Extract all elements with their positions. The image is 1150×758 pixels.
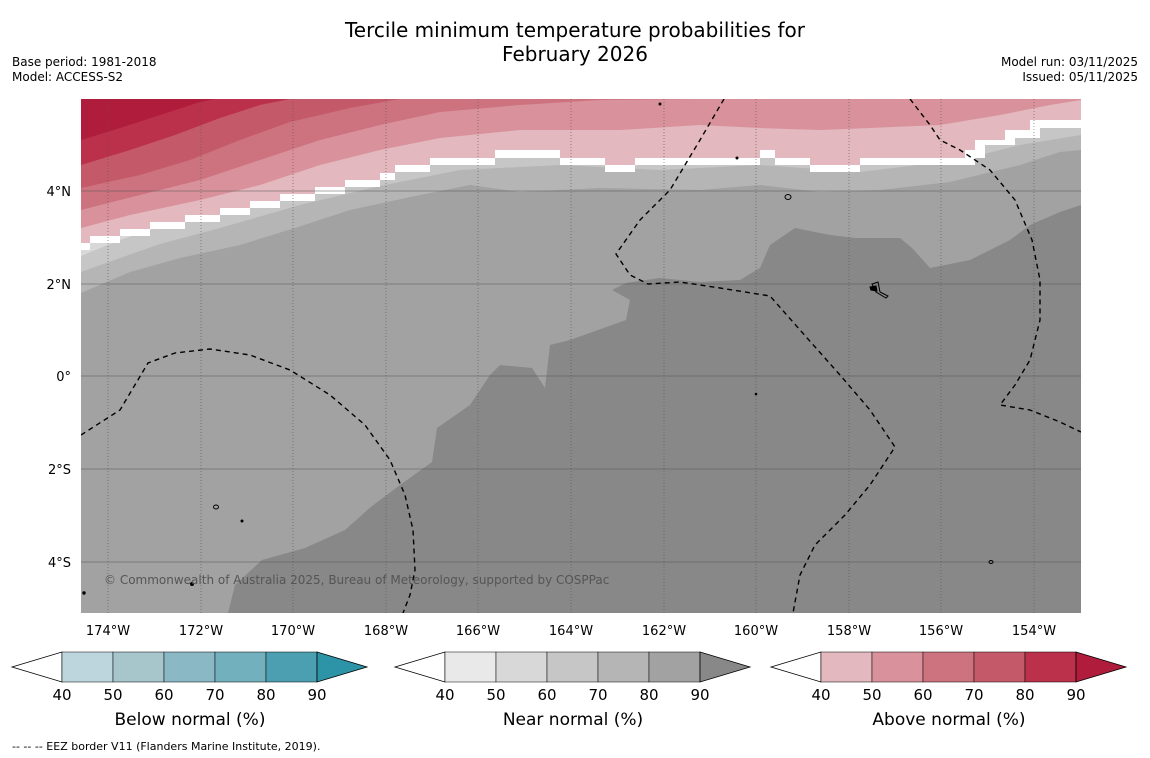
eez-border-west [81,348,416,613]
footnote: -- -- -- EEZ border V11 (Flanders Marine… [12,740,321,753]
colorbar-min-extend [10,651,63,683]
lon-label: 154°W [1012,624,1056,639]
colorbar-max-extend [699,651,752,683]
island-outline [240,519,244,523]
eez-border-east [909,99,1081,433]
eez-borders [81,99,1081,613]
issued-date: Issued: 05/11/2025 [1022,70,1138,84]
colorbar-tick-label: 70 [964,686,983,704]
colorbar-segment [597,651,650,683]
colorbar-tick-label: 80 [1015,686,1034,704]
island-outline [658,102,662,106]
colorbar-tick-label: 90 [1066,686,1085,704]
colorbar-max-extend [316,651,369,683]
colorbar-min-extend [769,651,822,683]
colorbar-tick-label: 80 [256,686,275,704]
colorbar-tick-label: 40 [811,686,830,704]
colorbar-segment [973,651,1026,683]
island-outline [190,582,194,586]
base-period: Base period: 1981-2018 [12,55,157,69]
colorbar-tick-label: 70 [205,686,224,704]
above-normal-90-band [81,99,215,140]
colorbar-segment [214,651,267,683]
lon-label: 164°W [549,624,593,639]
colorbar-above: 40 50 60 70 80 90 [769,651,1128,704]
lat-label: 4°S [48,556,71,571]
island-outline [784,194,792,200]
eez-border-central [615,99,896,613]
meta-right: Model run: 03/11/2025 Issued: 05/11/2025 [1001,55,1138,85]
lon-label: 166°W [456,624,500,639]
lat-axis-labels: 4°N 2°N 0° 2°S 4°S [47,185,72,571]
island-outline [754,392,758,396]
lon-label: 156°W [919,624,963,639]
island-outline [735,156,739,160]
colorbar-near-label: Near normal (%) [502,710,644,730]
lat-label: 0° [56,370,71,385]
colorbar-tick-label: 90 [690,686,709,704]
colorbar-tick-label: 60 [537,686,556,704]
colorbar-tick-label: 60 [913,686,932,704]
colorbar-segment [1024,651,1077,683]
colorbar-segment [61,651,114,683]
colorbar-tick-label: 60 [154,686,173,704]
meta-left: Base period: 1981-2018 Model: ACCESS-S2 [12,55,157,85]
colorbar-segment [495,651,548,683]
model-name: Model: ACCESS-S2 [12,70,124,84]
colorbar-segment [444,651,497,683]
lon-label: 168°W [364,624,408,639]
lon-axis-labels: 174°W 172°W 170°W 168°W 166°W 164°W 162°… [86,624,1056,639]
colorbar-segment [871,651,924,683]
lat-label: 2°N [47,278,72,293]
island-outline [988,560,994,564]
island-outline [869,285,878,292]
colorbar-segment [265,651,318,683]
colorbar-above-label: Above normal (%) [872,710,1026,730]
island-outline [213,504,219,510]
colorbar-segment [163,651,216,683]
colorbar-near: 40 50 60 70 80 90 [393,651,752,704]
lon-label: 160°W [734,624,778,639]
colorbar-below-label: Below normal (%) [114,710,266,730]
colorbar-segment [922,651,975,683]
copyright-notice: © Commonwealth of Australia 2025, Bureau… [104,573,609,587]
colorbar-segment [112,651,165,683]
lon-label: 172°W [179,624,223,639]
lon-label: 158°W [827,624,871,639]
colorbar-min-extend [393,651,446,683]
colorbar-tick-label: 50 [486,686,505,704]
colorbar-segment [648,651,701,683]
colorbar-tick-label: 40 [52,686,71,704]
colorbar-segment [546,651,599,683]
title-line-1: Tercile minimum temperature probabilitie… [344,18,806,42]
island-outline [871,281,889,299]
island-outline [82,591,86,595]
colorbar-tick-label: 80 [639,686,658,704]
colorbar-tick-label: 70 [588,686,607,704]
near-normal-90-band [228,205,1081,613]
lat-label: 2°S [48,463,71,478]
islands [82,102,994,595]
colorbar-max-extend [1075,651,1128,683]
colorbar-below: 40 50 60 70 80 90 [10,651,369,704]
lat-label: 4°N [47,185,72,200]
lon-label: 162°W [642,624,686,639]
colorbar-tick-label: 50 [862,686,881,704]
colorbar-tick-label: 90 [307,686,326,704]
lat-gridlines [81,190,1081,563]
lon-label: 174°W [86,624,130,639]
title-line-2: February 2026 [502,42,648,66]
colorbar-tick-label: 40 [435,686,454,704]
model-run: Model run: 03/11/2025 [1000,55,1138,69]
lon-label: 170°W [271,624,315,639]
colorbar-tick-label: 50 [103,686,122,704]
chart-title: Tercile minimum temperature probabilitie… [0,18,1150,66]
map-plot-area: © Commonwealth of Australia 2025, Bureau… [81,99,1081,613]
colorbar-segment [820,651,873,683]
